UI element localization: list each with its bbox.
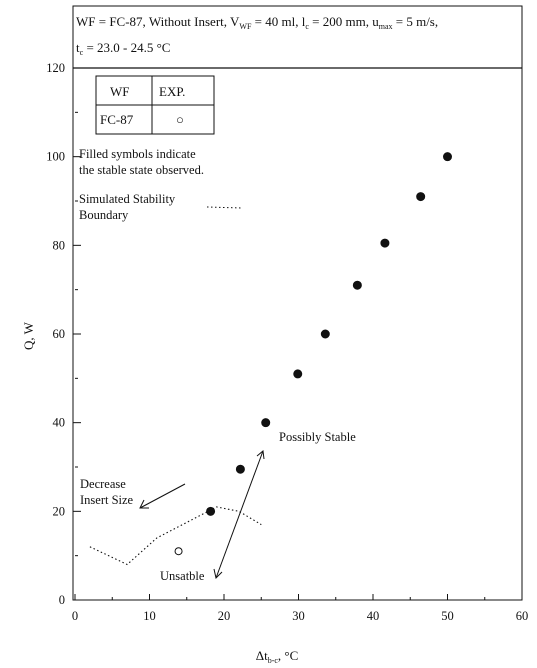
sim-label-line1: Simulated Stability: [79, 192, 176, 206]
x-tick-label: 40: [367, 609, 380, 623]
arrow-decrease-insert: [139, 483, 186, 509]
stable-point: [352, 280, 362, 290]
x-axis-label: Δtb-c, °C: [256, 648, 299, 665]
legend-row-wf: FC-87: [100, 112, 134, 127]
stable-point: [380, 238, 390, 248]
legend-row-symbol: ○: [176, 112, 184, 127]
x-tick-label: 10: [143, 609, 156, 623]
plot-frame: [72, 5, 523, 601]
arrow-possibly-stable-head-top: [256, 450, 265, 460]
x-tick-label: 20: [218, 609, 231, 623]
y-tick-label: 40: [53, 416, 66, 430]
sim-label-line2: Boundary: [79, 208, 129, 222]
stable-point: [206, 506, 216, 516]
chart-header-line2: tc = 23.0 - 24.5 °C: [76, 40, 170, 57]
simulated-boundary-line: [89, 506, 262, 566]
note-line2: the stable state observed.: [79, 163, 204, 177]
y-tick-label: 20: [53, 504, 66, 518]
y-tick-label: 100: [46, 150, 65, 164]
annotation-arrows: [139, 450, 265, 579]
stable-point: [261, 418, 271, 428]
stable-point: [443, 152, 452, 162]
y-axis-label: Q, W: [21, 321, 36, 350]
y-axis: 0 20 40 60 80 100 120: [46, 61, 81, 607]
x-tick-label: 30: [292, 609, 305, 623]
data-points: [174, 152, 452, 556]
y-tick-label: 60: [53, 327, 66, 341]
note-line1: Filled symbols indicate: [79, 147, 196, 161]
legend-table: WF EXP. FC-87 ○: [95, 75, 215, 135]
annotation-unstable: Unsatble: [160, 569, 205, 583]
x-tick-label: 50: [441, 609, 454, 623]
annotation-decrease-line2: Insert Size: [80, 493, 134, 507]
sim-label-dotted-sample: [206, 206, 243, 209]
stable-point: [320, 329, 330, 339]
stable-point: [416, 192, 426, 202]
y-tick-label: 120: [46, 61, 65, 75]
arrow-possibly-stable-head-bottom: [213, 568, 223, 579]
x-axis: 0 10 20 30 40 50 60: [72, 594, 528, 623]
x-tick-label: 0: [72, 609, 78, 623]
legend-col-exp: EXP.: [159, 84, 185, 99]
y-tick-label: 80: [53, 238, 66, 252]
chart-header-line1: WF = FC-87, Without Insert, VWF = 40 ml,…: [76, 14, 438, 31]
legend-col-wf: WF: [110, 84, 130, 99]
arrow-possibly-stable: [215, 450, 264, 579]
y-tick-label: 0: [59, 593, 65, 607]
annotation-possibly-stable: Possibly Stable: [279, 430, 356, 444]
annotation-decrease-line1: Decrease: [80, 477, 126, 491]
x-tick-label: 60: [516, 609, 529, 623]
stable-point: [235, 464, 245, 474]
stable-point: [293, 369, 303, 379]
unstable-point: [174, 547, 183, 556]
arrow-decrease-insert-head: [139, 499, 149, 509]
